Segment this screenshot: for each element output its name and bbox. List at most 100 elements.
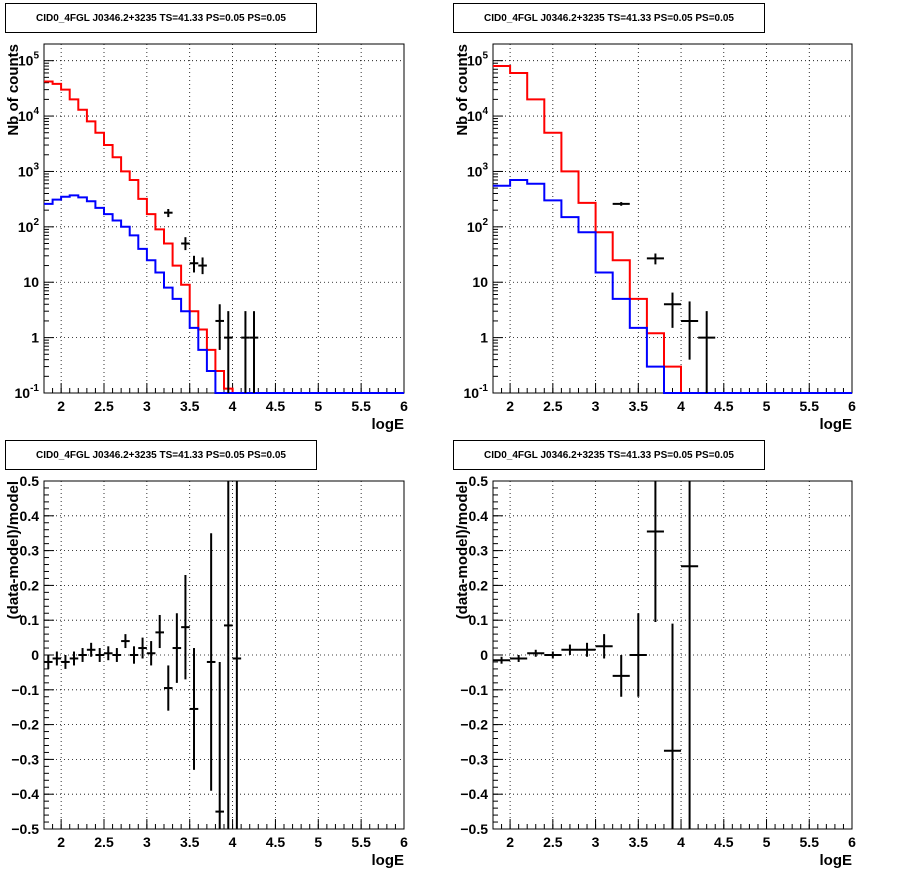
chart-panel-1: 2 2.5 3 3.5 4 4.5 5 5.5 6logE10-1110102103104105… xyxy=(5,43,408,433)
data-point xyxy=(578,642,596,657)
plot-frame xyxy=(43,43,405,394)
x-tick-label: 3.5 xyxy=(180,834,200,850)
chart-panel-4: 2 2.5 3 3.5 4 4.5 5 5.5 6 logE −0.5 −0.4 −0.3 −0.2 −0.… xyxy=(454,473,856,869)
y-tick-label: 104 xyxy=(18,106,40,124)
data-point xyxy=(629,613,647,697)
y-tick-base: 10 xyxy=(18,108,34,124)
y-tick-label: 0.5 xyxy=(20,473,40,489)
x-tick-label: 4 xyxy=(677,398,685,414)
histogram-series-2 xyxy=(493,179,852,394)
data-point xyxy=(164,208,173,218)
x-tick-label: 3.5 xyxy=(629,398,649,414)
plot-frame xyxy=(492,43,853,394)
y-tick-base: 10 xyxy=(18,163,34,179)
data-point xyxy=(232,481,242,829)
x-tick-label: 3 xyxy=(143,398,151,414)
y-tick-base: 10 xyxy=(15,385,31,401)
y-tick-label: 0 xyxy=(31,647,39,663)
x-tick-label: 4 xyxy=(229,398,237,414)
y-tick-exponent: 4 xyxy=(482,106,488,117)
data-point xyxy=(215,304,224,350)
y-tick-label: 1 xyxy=(31,330,39,346)
y-axis-label: Nb of counts xyxy=(454,44,471,136)
y-tick-label: 0.3 xyxy=(20,543,40,559)
data-point xyxy=(61,655,70,669)
y-tick-label: −0.3 xyxy=(11,751,39,767)
x-tick-label: 6 xyxy=(400,834,408,850)
data-point xyxy=(493,656,511,664)
data-point xyxy=(189,648,199,770)
y-tick-base: 10 xyxy=(18,219,34,235)
x-tick-label: 3 xyxy=(592,834,600,850)
x-axis-label: logE xyxy=(820,416,853,433)
x-tick-label: 4.5 xyxy=(266,398,286,414)
x-tick-label: 6 xyxy=(400,398,408,414)
y-tick-exponent: 4 xyxy=(33,106,39,117)
x-tick-label: 5.5 xyxy=(800,398,820,414)
data-point xyxy=(681,301,699,360)
x-tick-label: 5.5 xyxy=(351,834,371,850)
y-tick-exponent: -1 xyxy=(479,383,488,394)
data-point xyxy=(215,661,224,829)
data-point xyxy=(612,655,630,697)
x-tick-label: 5 xyxy=(763,834,771,850)
data-point xyxy=(698,311,716,393)
x-tick-label: 3 xyxy=(592,398,600,414)
y-tick-label: −0.2 xyxy=(460,717,488,733)
y-tick-label: 1 xyxy=(480,330,488,346)
data-point xyxy=(112,648,122,662)
y-tick-label: 0.1 xyxy=(469,612,489,628)
y-tick-label: 0.5 xyxy=(469,473,489,489)
y-tick-base: 10 xyxy=(467,163,483,179)
data-point xyxy=(206,533,216,791)
x-tick-label: 6 xyxy=(848,834,856,850)
y-tick-label: 0.4 xyxy=(469,508,489,524)
data-point xyxy=(612,202,630,206)
x-tick-label: 5.5 xyxy=(351,398,371,414)
y-tick-base: 10 xyxy=(464,385,480,401)
data-point xyxy=(561,644,579,655)
histogram-series-2 xyxy=(44,194,404,394)
x-tick-label: 2 xyxy=(57,834,65,850)
x-axis-label: logE xyxy=(372,852,405,869)
data-point xyxy=(241,311,250,393)
data-point xyxy=(224,311,233,393)
data-point xyxy=(663,623,682,829)
chart-title: CID0_4FGL J0346.2+3235 TS=41.33 PS=0.05 … xyxy=(5,440,317,470)
y-tick-label: 102 xyxy=(18,217,40,235)
data-point xyxy=(172,613,182,683)
data-point xyxy=(189,255,199,273)
chart-panel-3: 2 2.5 3 3.5 4 4.5 5 5.5 6 logE −0.5 −0.4 −0.3 −0.2 −0.… xyxy=(5,473,408,869)
y-axis-label: Nb of counts xyxy=(5,44,22,136)
y-tick-label: −0.2 xyxy=(11,717,39,733)
y-tick-exponent: 2 xyxy=(33,217,39,228)
data-point xyxy=(95,648,104,662)
y-tick-label: −0.1 xyxy=(11,682,39,698)
y-axis-label: (data-model)/model xyxy=(454,481,471,619)
y-tick-label: 10-1 xyxy=(464,383,489,401)
y-tick-exponent: 3 xyxy=(33,161,39,172)
data-point xyxy=(146,641,156,666)
x-tick-label: 4 xyxy=(677,834,685,850)
data-point xyxy=(198,257,207,275)
y-tick-base: 10 xyxy=(467,53,483,69)
chart-title: CID0_4FGL J0346.2+3235 TS=41.33 PS=0.05 … xyxy=(453,3,765,33)
data-point xyxy=(527,649,545,657)
data-point xyxy=(544,651,562,659)
x-tick-label: 3.5 xyxy=(180,398,200,414)
x-tick-label: 2 xyxy=(506,834,514,850)
chart-title: CID0_4FGL J0346.2+3235 TS=41.33 PS=0.05 … xyxy=(453,440,765,470)
x-tick-label: 2 xyxy=(506,398,514,414)
data-point xyxy=(663,292,682,328)
data-point xyxy=(646,481,664,622)
y-tick-label: 105 xyxy=(18,51,40,69)
data-point xyxy=(138,637,147,659)
y-tick-label: 104 xyxy=(467,106,489,124)
x-axis-label: logE xyxy=(372,416,405,433)
data-point xyxy=(181,574,190,680)
y-tick-base: 10 xyxy=(467,108,483,124)
y-tick-label: −0.4 xyxy=(460,786,488,802)
y-tick-label: −0.4 xyxy=(11,786,39,802)
x-tick-label: 4.5 xyxy=(266,834,286,850)
data-point xyxy=(224,481,233,829)
